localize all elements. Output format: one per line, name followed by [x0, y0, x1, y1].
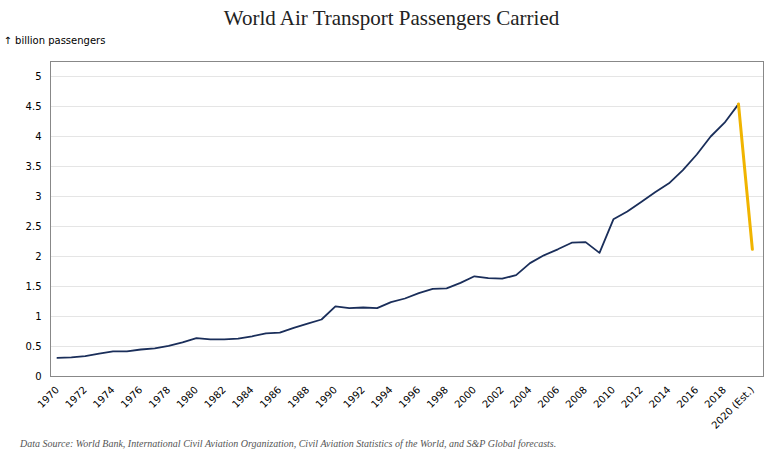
svg-text:3.5: 3.5: [26, 161, 42, 172]
svg-text:↑ billion passengers: ↑ billion passengers: [4, 35, 106, 46]
svg-text:1: 1: [35, 311, 41, 322]
svg-text:2: 2: [35, 251, 41, 262]
svg-text:1.5: 1.5: [26, 281, 42, 292]
svg-text:0: 0: [35, 371, 41, 382]
svg-text:1972: 1972: [63, 384, 89, 410]
svg-text:2010: 2010: [591, 384, 617, 410]
svg-text:1976: 1976: [119, 384, 145, 410]
svg-text:1984: 1984: [230, 384, 256, 410]
svg-text:2000: 2000: [452, 384, 478, 410]
svg-text:2018: 2018: [702, 384, 728, 410]
svg-text:0.5: 0.5: [26, 341, 42, 352]
svg-text:1990: 1990: [313, 384, 339, 410]
svg-text:1974: 1974: [91, 384, 117, 410]
html-text:World Air Transport Passengers: World Air Transport Passengers Carried: [223, 6, 560, 30]
svg-text:3: 3: [35, 191, 41, 202]
svg-text:1992: 1992: [341, 384, 367, 410]
svg-text:2002: 2002: [480, 384, 506, 410]
svg-text:2014: 2014: [647, 384, 673, 410]
svg-text:1986: 1986: [258, 384, 284, 410]
svg-text:4.5: 4.5: [26, 101, 42, 112]
svg-text:1988: 1988: [286, 384, 312, 410]
svg-text:2008: 2008: [563, 384, 589, 410]
html-text:Data Source: World Bank, Inter: Data Source: World Bank, International C…: [20, 438, 557, 449]
svg-text:1998: 1998: [425, 384, 451, 410]
svg-text:1994: 1994: [369, 384, 395, 410]
svg-text:5: 5: [35, 71, 41, 82]
svg-text:1978: 1978: [147, 384, 173, 410]
svg-text:2016: 2016: [675, 384, 701, 410]
svg-text:1980: 1980: [174, 384, 200, 410]
svg-text:1970: 1970: [35, 384, 61, 410]
svg-text:1996: 1996: [397, 384, 423, 410]
svg-text:2012: 2012: [619, 384, 645, 410]
svg-text:2020 (Est.): 2020 (Est.): [709, 384, 756, 431]
svg-text:2.5: 2.5: [26, 221, 42, 232]
svg-text:2004: 2004: [508, 384, 534, 410]
svg-text:1982: 1982: [202, 384, 228, 410]
svg-text:2006: 2006: [536, 384, 562, 410]
svg-text:4: 4: [35, 131, 41, 142]
